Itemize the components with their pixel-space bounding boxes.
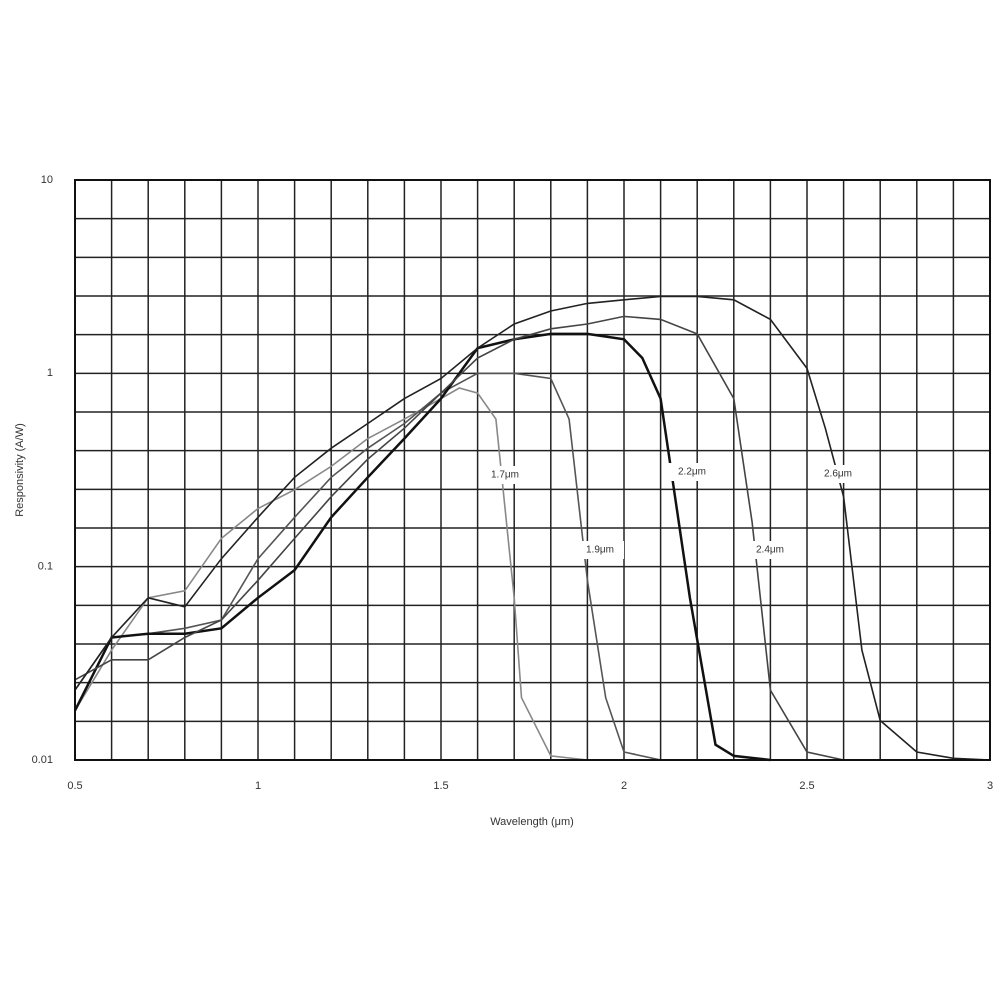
- x-tick-label: 3: [987, 780, 993, 792]
- y-tick-label: 0.1: [38, 561, 53, 573]
- series-line: [74, 295, 991, 761]
- label-box: [576, 541, 624, 559]
- label-box: [814, 465, 862, 483]
- series-label: 2.2μm: [678, 467, 706, 478]
- series-line: [74, 387, 588, 761]
- label-box: [481, 466, 529, 484]
- plot-frame: [74, 179, 991, 761]
- x-tick-label: 2.5: [799, 780, 814, 792]
- series-label: 2.4μm: [756, 545, 784, 556]
- series-label: 1.7μm: [491, 470, 519, 481]
- y-axis-label: Responsivity (A/W): [14, 423, 26, 517]
- series-line: [74, 315, 844, 761]
- y-tick-label: 0.01: [32, 754, 53, 766]
- label-box: [746, 541, 794, 559]
- y-tick-label: 10: [41, 174, 53, 186]
- series-label: 2.6μm: [824, 469, 852, 480]
- x-tick-label: 1.5: [433, 780, 448, 792]
- series-label: 1.9μm: [586, 545, 614, 556]
- label-box: [668, 463, 716, 481]
- y-tick-label: 1: [47, 367, 53, 379]
- x-axis-label: Wavelength (μm): [490, 816, 574, 828]
- series-line: [74, 372, 661, 761]
- x-tick-label: 1: [255, 780, 261, 792]
- x-tick-label: 0.5: [67, 780, 82, 792]
- series-line: [73, 332, 771, 762]
- x-tick-label: 2: [621, 780, 627, 792]
